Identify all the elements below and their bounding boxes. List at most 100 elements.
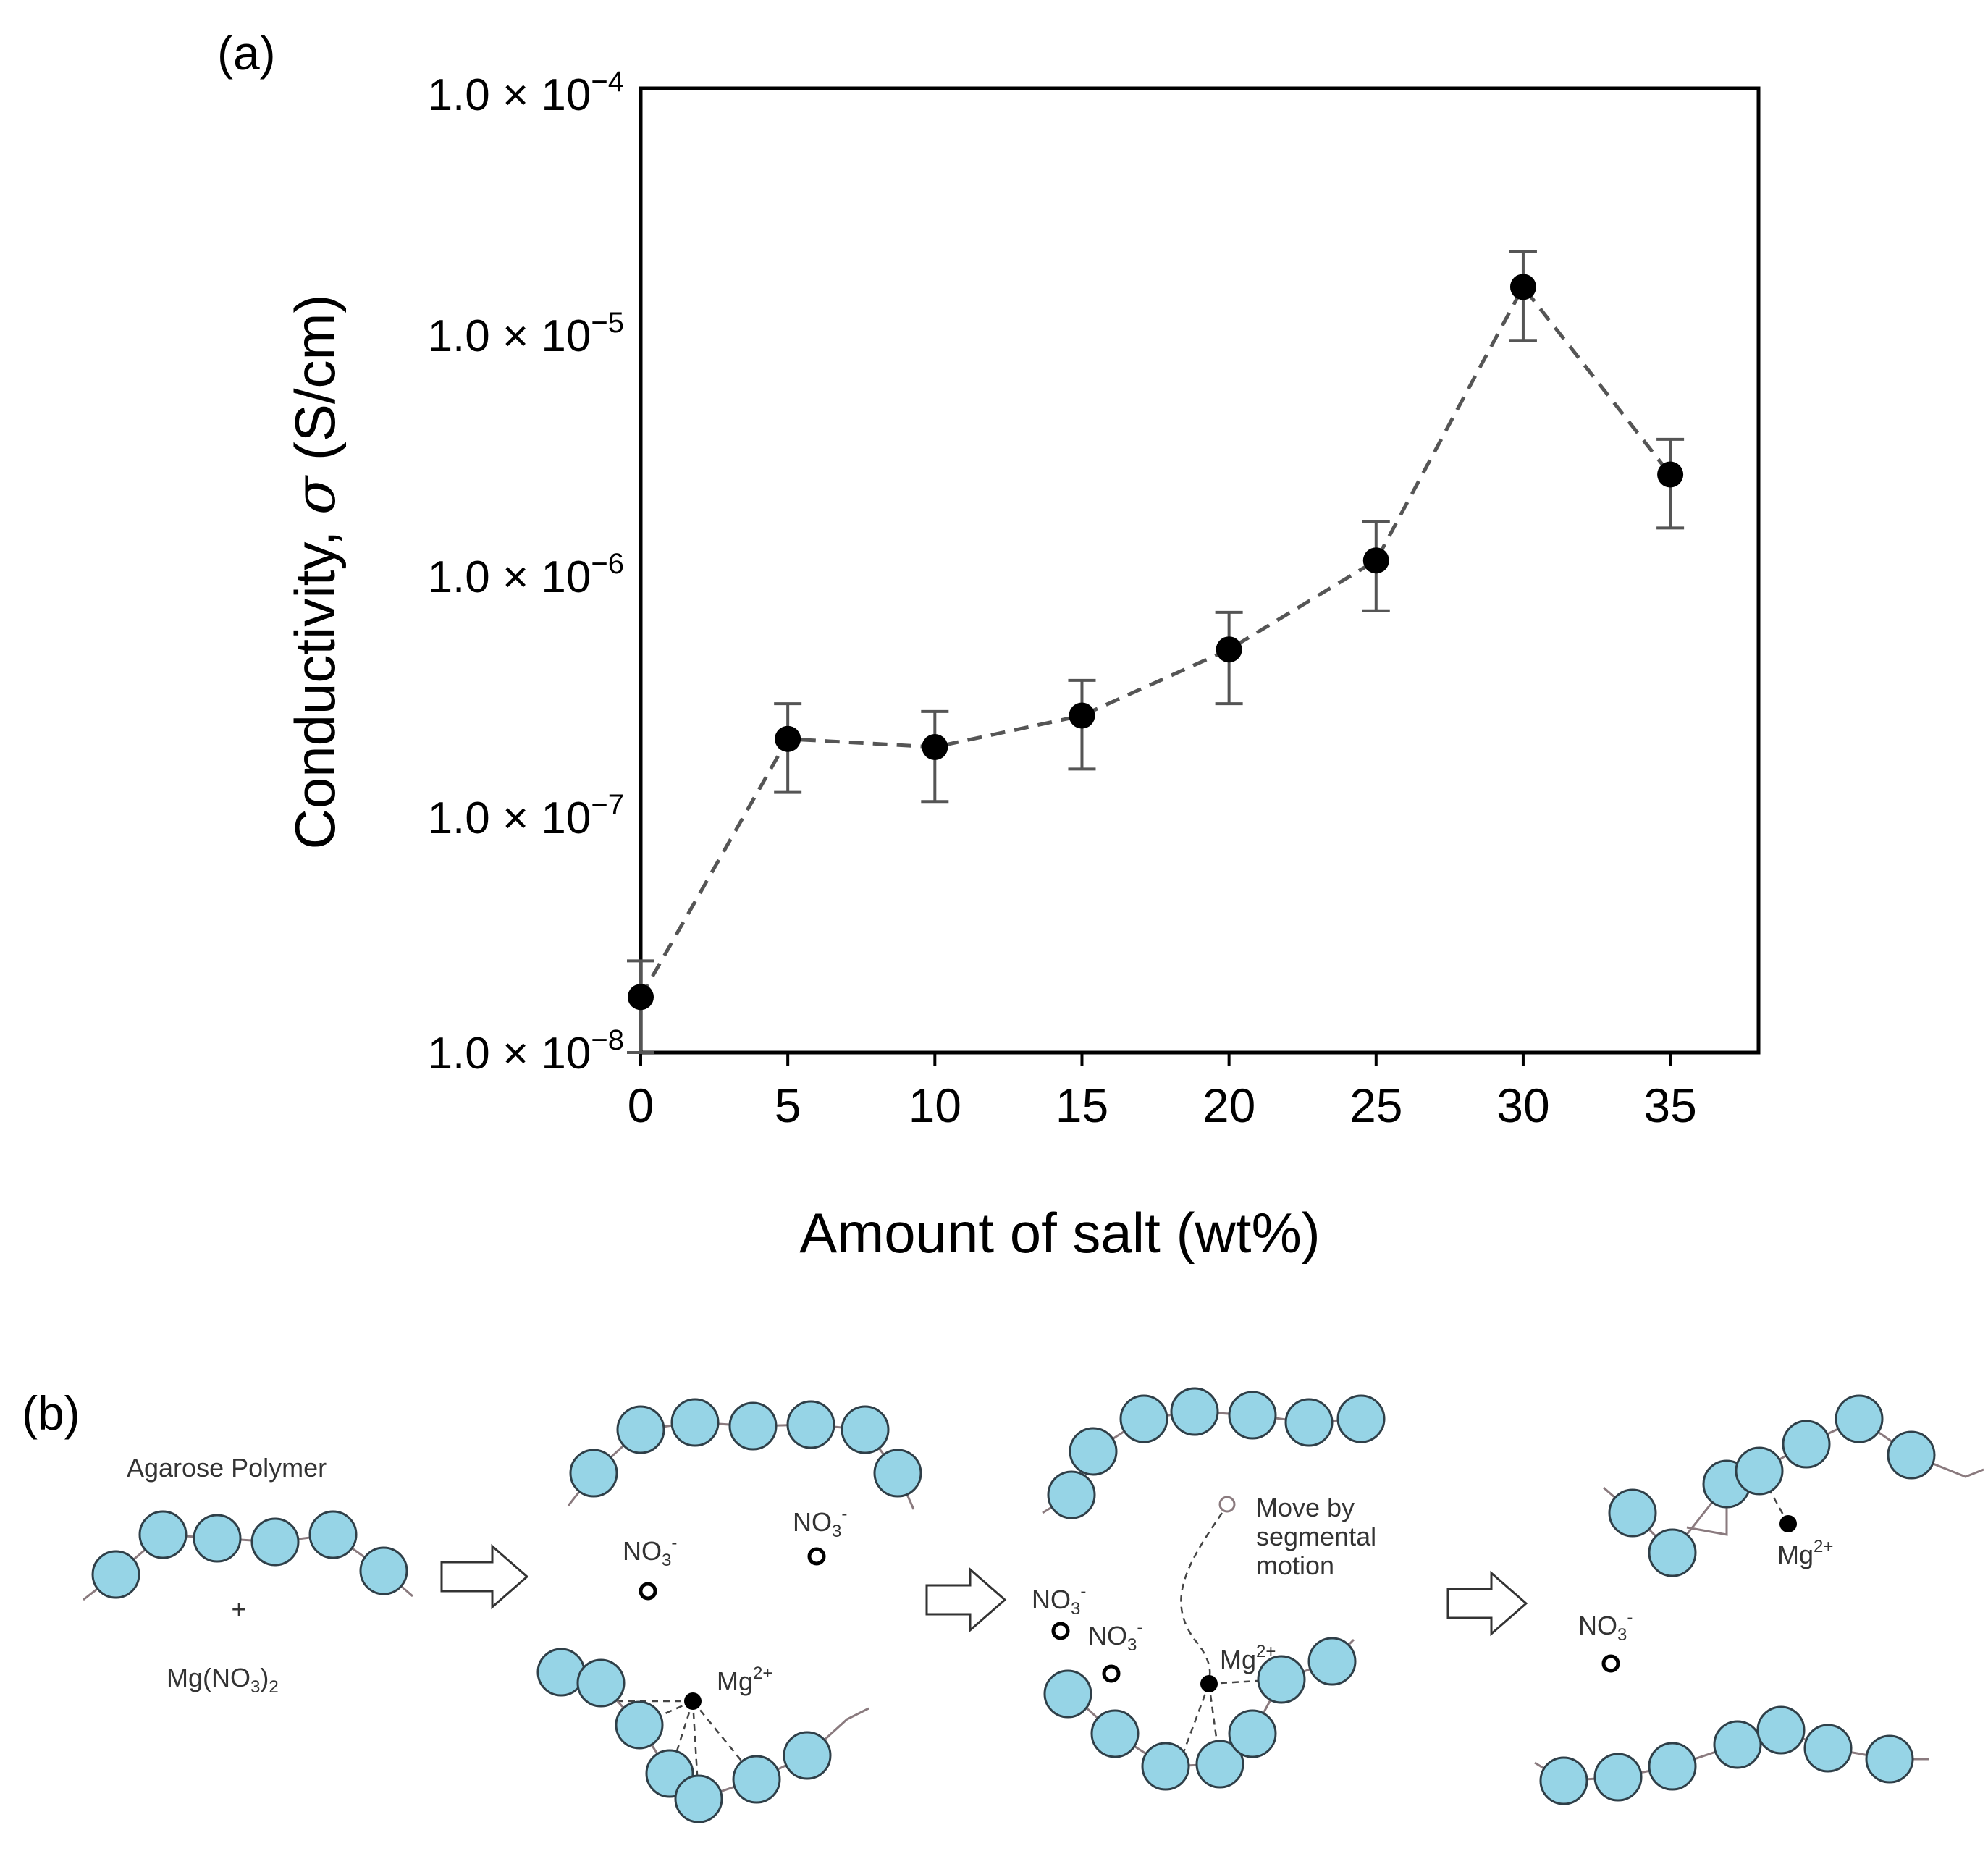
nitrate-ion-icon	[639, 1582, 657, 1601]
nitrate-ion-label: NO3-	[1032, 1582, 1086, 1619]
bead	[1593, 1753, 1643, 1802]
bead	[576, 1658, 626, 1708]
series-line	[639, 283, 1672, 998]
nitrate-ion-label: NO3-	[793, 1504, 847, 1541]
bead	[841, 1405, 890, 1454]
bead	[1782, 1420, 1831, 1469]
nitrate-ion-icon	[1601, 1654, 1620, 1673]
y-tick-label-1e-7: 1.0 × 10−7	[428, 789, 624, 843]
process-arrow-icon	[1446, 1570, 1528, 1637]
bead	[786, 1400, 835, 1449]
plus-sign: +	[231, 1594, 246, 1624]
bead	[1257, 1655, 1306, 1704]
x-tick-label: 35	[1643, 1079, 1696, 1132]
bead	[1648, 1528, 1697, 1577]
data-point	[1657, 461, 1684, 488]
nitrate-ion-label: NO3-	[623, 1533, 677, 1570]
y-tick-label-1e-8: 1.0 × 10−8	[428, 1024, 624, 1079]
bead	[783, 1731, 832, 1780]
magnesium-ion-label: Mg2+	[1777, 1537, 1833, 1569]
nitrate-ion-label: NO3-	[1578, 1608, 1633, 1645]
bead	[1228, 1709, 1277, 1758]
y-tick-labels: 1.0 × 10−4 1.0 × 10−5 1.0 × 10−6 1.0 × 1…	[428, 66, 624, 1079]
data-point	[775, 725, 801, 752]
magnesium-ion-icon	[1779, 1515, 1797, 1532]
bead	[193, 1514, 242, 1563]
data-points	[628, 274, 1684, 1011]
data-point	[1509, 274, 1536, 300]
bead	[1284, 1398, 1334, 1447]
plot-frame	[639, 86, 1761, 1055]
bead	[1887, 1430, 1936, 1480]
bead	[1043, 1669, 1092, 1719]
nitrate-ion-icon	[1051, 1622, 1070, 1640]
bead	[138, 1510, 188, 1559]
chain-backbone	[1603, 1417, 1984, 1555]
panel-a-chart: (a) 1.0 × 10−4 1.0 × 10−5 1.0 × 10−6 1.0…	[217, 26, 1761, 1265]
segmental-note-line2: segmental	[1256, 1522, 1376, 1551]
bead	[1228, 1391, 1277, 1440]
bead	[1307, 1637, 1357, 1686]
step3-segmental-motion: Move by segmental motion NO3- NO3- Mg2+	[1032, 1387, 1386, 1791]
bead	[728, 1401, 778, 1451]
coordination-line	[1182, 1683, 1210, 1753]
y-tick-label-1e-5: 1.0 × 10−5	[428, 307, 624, 361]
y-tick-label-1e-4: 1.0 × 10−4	[428, 66, 624, 120]
bead	[1047, 1470, 1096, 1519]
salt-formula: Mg(NO3)2	[167, 1663, 279, 1697]
bead	[1170, 1387, 1219, 1436]
bead	[1195, 1740, 1244, 1789]
data-point	[1069, 702, 1095, 729]
bead	[1090, 1709, 1140, 1758]
panel-b-schematic: (b) Agarose Polymer + Mg(NO3)2 N	[22, 1386, 1984, 1823]
data-point	[628, 984, 654, 1011]
bead	[569, 1449, 618, 1498]
bead	[1648, 1742, 1697, 1791]
magnesium-ion-icon	[1200, 1675, 1218, 1692]
process-arrow-icon	[440, 1543, 529, 1610]
x-tick-label: 25	[1349, 1079, 1402, 1132]
bead	[1608, 1488, 1657, 1538]
bead	[1756, 1705, 1806, 1755]
nitrate-ion-label: NO3-	[1088, 1618, 1142, 1655]
magnesium-ion-ghost-icon	[1218, 1496, 1236, 1513]
bead	[615, 1700, 664, 1750]
segmental-note-line1: Move by	[1256, 1493, 1355, 1522]
bead	[1119, 1394, 1168, 1443]
bead	[308, 1510, 358, 1559]
magnesium-ion-icon	[684, 1692, 702, 1710]
x-ticks	[639, 1053, 1672, 1066]
error-bars	[627, 250, 1685, 1054]
magnesium-ion-label: Mg2+	[1220, 1642, 1276, 1674]
bead	[670, 1398, 720, 1447]
bead	[359, 1546, 408, 1595]
x-axis-title: Amount of salt (wt%)	[799, 1201, 1321, 1265]
bead	[1735, 1446, 1784, 1496]
panel-b-label: (b)	[22, 1386, 80, 1440]
data-point	[1216, 636, 1242, 663]
bead	[91, 1550, 140, 1599]
step1-agarose-chain: Agarose Polymer + Mg(NO3)2	[83, 1453, 413, 1697]
x-tick-label: 30	[1496, 1079, 1549, 1132]
x-tick-labels: 0 5 10 15 20 25 30 35	[628, 1079, 1697, 1132]
process-arrow-icon	[925, 1567, 1007, 1633]
y-tick-label-1e-6: 1.0 × 10−6	[428, 548, 624, 602]
segmental-note-line3: motion	[1256, 1551, 1334, 1580]
bead	[1069, 1427, 1118, 1476]
bead	[616, 1405, 665, 1454]
ion-hop-path	[1180, 1512, 1223, 1685]
coordination-line	[1208, 1683, 1221, 1765]
bead	[873, 1449, 922, 1498]
bead	[1865, 1734, 1914, 1784]
panel-a-label: (a)	[217, 26, 276, 80]
bead	[250, 1517, 300, 1567]
data-point	[922, 734, 948, 761]
magnesium-ion-label: Mg2+	[717, 1664, 772, 1696]
data-point	[1362, 547, 1389, 574]
bead	[732, 1755, 781, 1804]
x-tick-label: 20	[1203, 1079, 1255, 1132]
step2-dissociation: NO3- NO3- Mg2+	[536, 1398, 922, 1823]
bead	[1835, 1394, 1884, 1443]
nitrate-ion-icon	[807, 1547, 826, 1566]
y-axis-title: Conductivity, σ (S/cm)	[283, 295, 348, 850]
